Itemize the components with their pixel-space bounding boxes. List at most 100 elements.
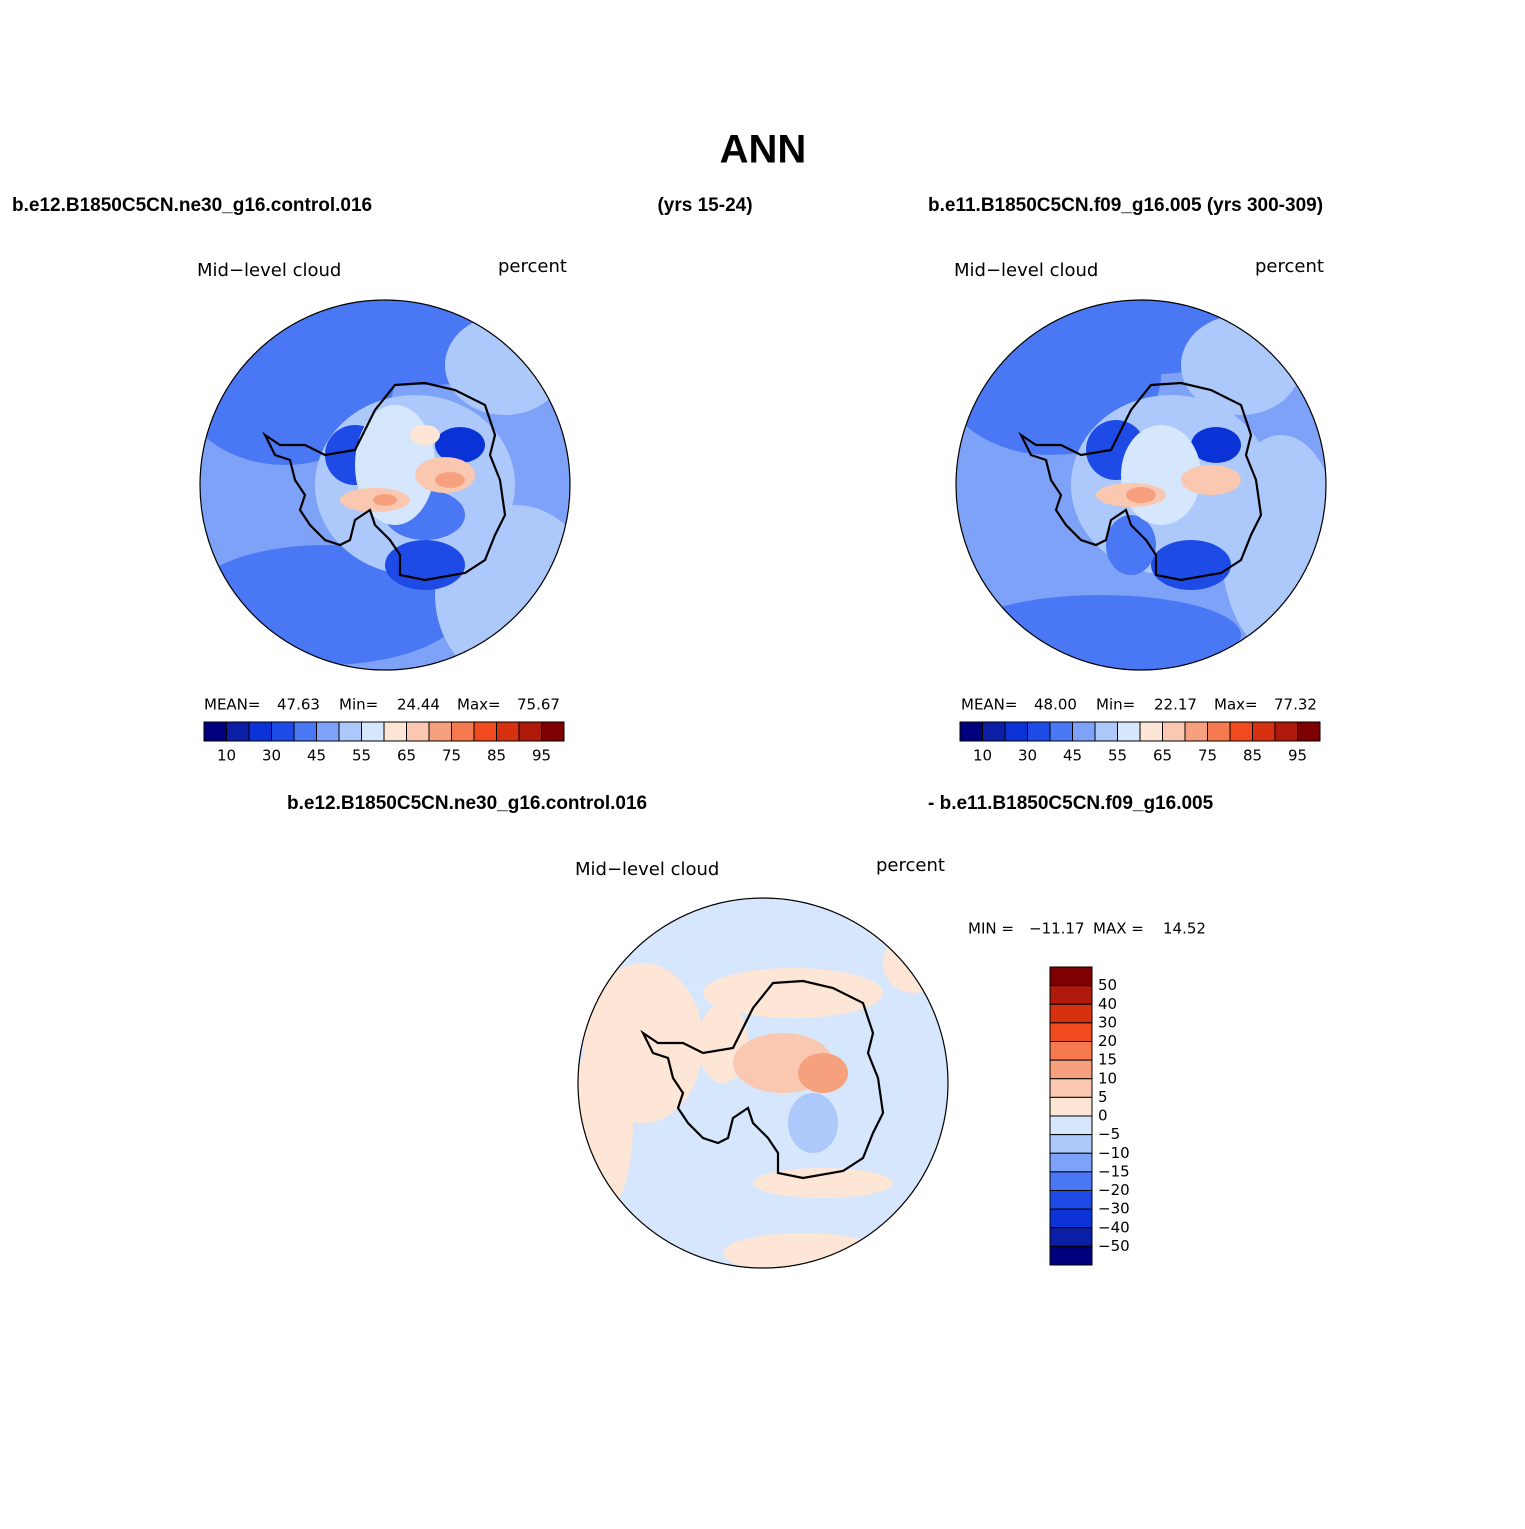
- map-field: [265, 300, 570, 385]
- colorbar-label: 85: [1243, 747, 1262, 765]
- stat-value: 47.63: [277, 696, 320, 714]
- colorbar-box: [1049, 1134, 1093, 1154]
- stat-label: MIN =: [968, 920, 1014, 938]
- colorbar-box: [248, 721, 272, 742]
- colorbar-box: [1004, 721, 1028, 742]
- colorbar-box: [1117, 721, 1141, 742]
- map-border: [577, 897, 949, 1269]
- colorbar-label: 30: [1098, 1013, 1117, 1031]
- colorbar-box: [1049, 1208, 1093, 1229]
- map-field: [883, 933, 943, 993]
- colorbar-box: [959, 721, 983, 742]
- colorbar-box: [1049, 1078, 1093, 1098]
- colorbar-box: [203, 721, 227, 742]
- colorbar-box: [1049, 1190, 1093, 1210]
- colorbar-label: −40: [1098, 1218, 1130, 1236]
- map-units: percent: [876, 855, 945, 876]
- colorbar-box: [1049, 1041, 1093, 1061]
- colorbar-box: [1274, 721, 1298, 742]
- map-title: Mid−level cloud: [954, 260, 1098, 281]
- colorbar-box: [271, 721, 295, 742]
- colorbar-label: 10: [217, 747, 236, 765]
- colorbar-label: −30: [1098, 1200, 1130, 1218]
- map-field: [961, 595, 1241, 670]
- colorbar-box: [1049, 721, 1073, 742]
- colorbar-box: [293, 721, 317, 742]
- colorbar-box: [1049, 1152, 1093, 1173]
- map-field: [1106, 515, 1156, 575]
- title: ANN: [720, 128, 807, 172]
- map-field: [445, 315, 565, 415]
- stat-label: MEAN=: [961, 696, 1017, 714]
- map-units: percent: [498, 256, 567, 277]
- colorbar-box: [1049, 985, 1093, 1005]
- map-units: percent: [1255, 256, 1324, 277]
- colorbar-label: −10: [1098, 1144, 1130, 1162]
- colorbar-box: [383, 721, 407, 742]
- stat-label: MEAN=: [204, 696, 260, 714]
- map: [200, 300, 570, 670]
- colorbar-box: [1049, 1003, 1093, 1024]
- colorbar-box: [496, 721, 520, 742]
- case-label: b.e11.B1850C5CN.f09_g16.005 (yrs 300-309…: [928, 195, 1323, 216]
- colorbar-box: [1049, 1245, 1093, 1266]
- colorbar-label: −5: [1098, 1125, 1120, 1143]
- stat-value: 24.44: [397, 696, 440, 714]
- coastline: [1018, 381, 1263, 582]
- stat-value: 75.67: [517, 696, 560, 714]
- colorbar-label: −50: [1098, 1237, 1130, 1255]
- colorbar-label: 65: [397, 747, 416, 765]
- colorbar-box: [982, 721, 1006, 742]
- colorbar-box: [1072, 721, 1096, 742]
- colorbar-box: [406, 721, 430, 742]
- colorbar-box: [1252, 721, 1276, 742]
- colorbar-box: [1049, 1059, 1093, 1080]
- colorbar-box: [518, 721, 542, 742]
- colorbar-label: 45: [307, 747, 326, 765]
- map-border: [199, 299, 571, 671]
- colorbar-box: [1139, 721, 1163, 742]
- colorbar-label: 85: [487, 747, 506, 765]
- colorbar-label: 55: [352, 747, 371, 765]
- map-field: [788, 1093, 838, 1153]
- colorbar-box: [1027, 721, 1051, 742]
- colorbar-box: [451, 721, 475, 742]
- years-label: (yrs 15-24): [657, 195, 752, 216]
- map: [956, 300, 1326, 670]
- colorbar-box: [361, 721, 385, 742]
- colorbar-label: −15: [1098, 1162, 1130, 1180]
- map-field: [1151, 540, 1231, 590]
- stat-label: Max=: [1214, 696, 1258, 714]
- colorbar-box: [338, 721, 362, 742]
- colorbar-label: 95: [1288, 747, 1307, 765]
- stat-label: MAX =: [1093, 920, 1144, 938]
- stat-value: 22.17: [1154, 696, 1197, 714]
- diff-case-label: b.e12.B1850C5CN.ne30_g16.control.016: [287, 793, 647, 814]
- colorbar-label: 40: [1098, 995, 1117, 1013]
- map-field: [1126, 487, 1156, 503]
- colorbar-box: [1049, 1115, 1093, 1136]
- colorbar-box: [541, 721, 565, 742]
- map: [578, 898, 948, 1268]
- coastline: [262, 381, 507, 582]
- colorbar-box: [1162, 721, 1186, 742]
- map-field: [435, 427, 485, 463]
- map-field: [410, 425, 440, 445]
- colorbar-label: 45: [1063, 747, 1082, 765]
- map-title: Mid−level cloud: [197, 260, 341, 281]
- colorbar-label: 5: [1098, 1088, 1108, 1106]
- colorbar-box: [1049, 1096, 1093, 1117]
- colorbar-label: 10: [973, 747, 992, 765]
- map-field: [385, 540, 465, 590]
- colorbar-box: [1049, 1022, 1093, 1042]
- colorbar-label: 0: [1098, 1107, 1108, 1125]
- colorbar-box: [1229, 721, 1253, 742]
- colorbar-box: [1049, 1171, 1093, 1191]
- colorbar-box: [1049, 1227, 1093, 1247]
- colorbar-label: 95: [532, 747, 551, 765]
- colorbar-label: 30: [262, 747, 281, 765]
- map-field: [1191, 427, 1241, 463]
- map-field: [1181, 465, 1241, 495]
- colorbar-label: −20: [1098, 1181, 1130, 1199]
